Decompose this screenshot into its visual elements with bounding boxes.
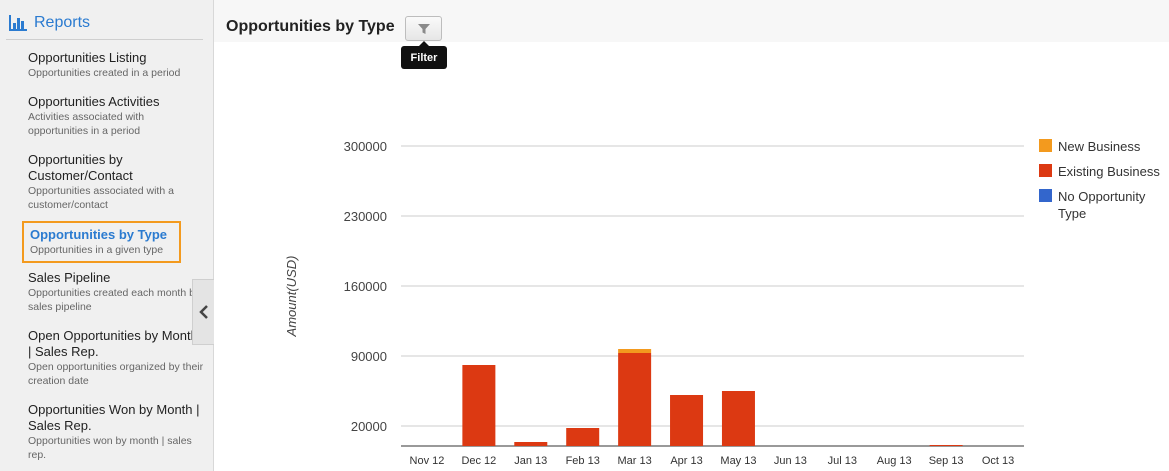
collapse-sidebar-button[interactable] [192,279,214,345]
sidebar-item-sales-pipeline[interactable]: Sales Pipeline Opportunities created eac… [28,270,204,314]
sidebar-title: Reports [34,13,91,31]
bar-existing-business [721,391,755,446]
x-tick-label: Jan 13 [514,455,547,467]
sidebar-item-desc: Opportunities created each month by sale… [28,287,201,313]
legend-label: No Opportunity Type [1058,189,1146,221]
sidebar-item-label: Opportunities Listing [28,50,147,65]
legend-swatch [1039,189,1052,202]
legend-label: New Business [1058,139,1141,154]
sidebar-item-opportunities-by-type[interactable]: Opportunities by Type Opportunities in a… [22,221,181,263]
x-tick-label: Dec 12 [461,455,496,467]
page-title: Opportunities by Type [226,18,395,35]
sidebar-item-label: Opportunities by Customer/Contact [28,152,133,183]
chevron-left-icon [198,305,208,319]
bar-existing-business [929,445,963,446]
x-tick-label: Jul 13 [828,455,857,467]
x-tick-label: Mar 13 [618,455,652,467]
bar-new-business [618,349,652,353]
sidebar-item-desc: Opportunities created in a period [28,67,181,79]
sidebar-item-desc: Opportunities associated with a customer… [28,185,174,211]
x-tick-label: Sep 13 [929,455,964,467]
y-tick-label: 300000 [344,139,387,154]
legend-label: Existing Business [1058,164,1160,179]
filter-tooltip: Filter [401,41,447,69]
sidebar-item-label: Open Opportunities by Month | Sales Rep. [28,328,198,359]
sidebar-item-label: Sales Pipeline [28,270,111,285]
sidebar-header: Reports [6,6,203,40]
bar-existing-business [618,353,652,446]
y-tick-label: 160000 [344,279,387,294]
sidebar: Reports Opportunities Listing Opportunit… [0,0,214,471]
topbar [214,0,1169,42]
chart-legend: New Business Existing Business No Opportun… [1039,138,1169,230]
sidebar-item-opportunities-won[interactable]: Opportunities Won by Month | Sales Rep. … [28,402,204,462]
sidebar-item-opportunities-listing[interactable]: Opportunities Listing Opportunities crea… [28,50,204,80]
x-tick-label: Apr 13 [670,455,702,467]
bar-existing-business [566,428,600,446]
sidebar-item-desc: Open opportunities organized by their cr… [28,361,204,387]
x-tick-label: Feb 13 [566,455,600,467]
bar-existing-business [670,395,704,446]
sidebar-item-label: Opportunities Activities [28,94,160,109]
legend-swatch [1039,164,1052,177]
y-axis-label: Amount(USD) [284,256,299,338]
x-tick-label: Aug 13 [877,455,912,467]
legend-item[interactable]: Existing Business [1039,163,1169,180]
legend-item[interactable]: New Business [1039,138,1169,155]
sidebar-item-label: Opportunities Won by Month | Sales Rep. [28,402,200,433]
opportunities-chart: 20000 90000 160000 230000 300000 Amount(USD) N… [284,139,1024,467]
x-tick-label: May 13 [720,455,756,467]
bar-existing-business [514,442,548,446]
x-tick-label: Oct 13 [982,455,1014,467]
sidebar-item-opportunities-activities[interactable]: Opportunities Activities Activities asso… [28,94,204,138]
filter-icon [417,23,430,34]
sidebar-item-desc: Opportunities won by month | sales rep. [28,435,192,461]
x-tick-label: Nov 12 [410,455,445,467]
y-tick-label: 90000 [351,349,387,364]
bar-chart-icon [9,14,27,31]
legend-swatch [1039,139,1052,152]
x-tick-label: Jun 13 [774,455,807,467]
legend-item[interactable]: No Opportunity Type [1039,188,1169,222]
filter-button[interactable] [405,16,442,41]
sidebar-item-open-opportunities[interactable]: Open Opportunities by Month | Sales Rep.… [28,328,204,388]
sidebar-item-desc: Opportunities in a given type [30,244,164,256]
sidebar-item-desc: Activities associated with opportunities… [28,111,145,137]
y-tick-label: 230000 [344,209,387,224]
sidebar-item-opportunities-by-customer[interactable]: Opportunities by Customer/Contact Opport… [28,152,204,212]
y-tick-label: 20000 [351,419,387,434]
bar-existing-business [462,365,496,446]
sidebar-item-label: Opportunities by Type [30,227,167,242]
